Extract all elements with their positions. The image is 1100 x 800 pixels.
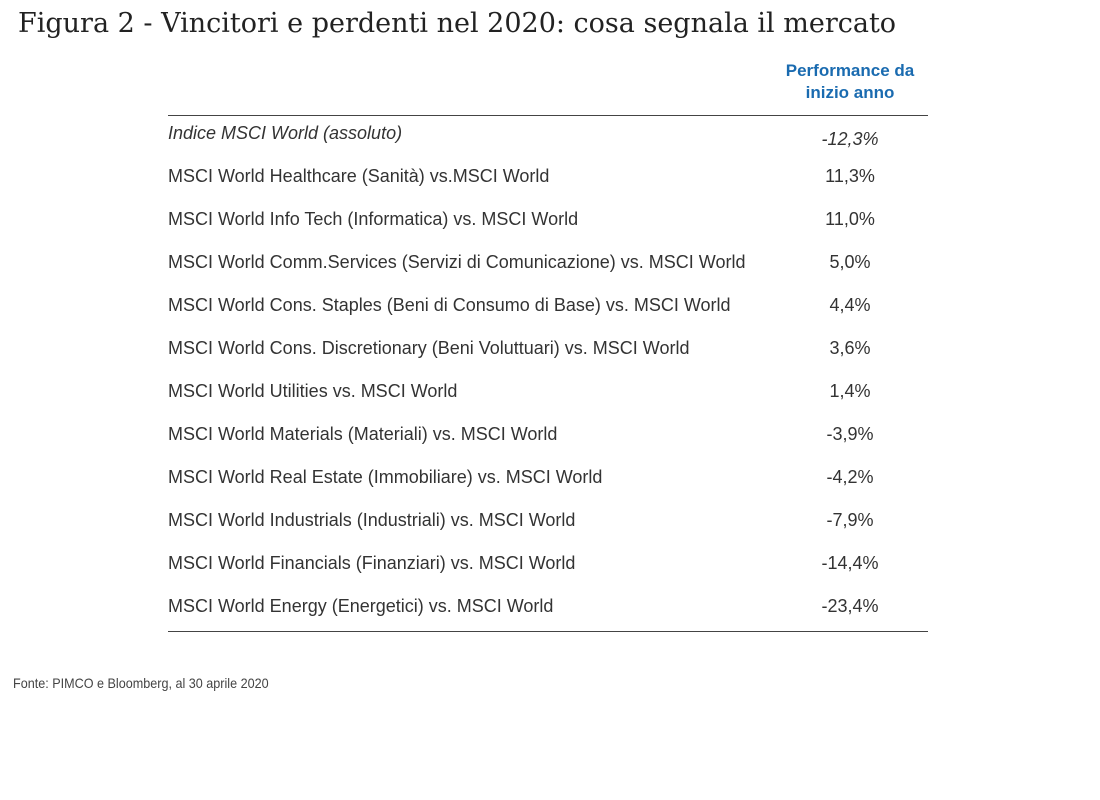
row-value: -4,2% bbox=[826, 467, 874, 487]
row-label: MSCI World Financials (Finanziari) vs. M… bbox=[168, 553, 576, 573]
row-value: 1,4% bbox=[829, 381, 871, 401]
row-value: -12,3% bbox=[821, 129, 879, 149]
row-value: 11,0% bbox=[825, 209, 875, 229]
row-value: 11,3% bbox=[825, 166, 875, 186]
figure-title: Figura 2 - Vincitori e perdenti nel 2020… bbox=[18, 8, 897, 39]
row-value: -3,9% bbox=[826, 424, 874, 444]
row-label: MSCI World Comm.Services (Servizi di Com… bbox=[168, 252, 746, 272]
row-label: MSCI World Utilities vs. MSCI World bbox=[168, 381, 458, 401]
row-value: -23,4% bbox=[821, 596, 879, 616]
row-label: MSCI World Healthcare (Sanità) vs.MSCI W… bbox=[168, 166, 550, 186]
row-label: MSCI World Energy (Energetici) vs. MSCI … bbox=[168, 596, 554, 616]
row-label: MSCI World Cons. Discretionary (Beni Vol… bbox=[168, 338, 690, 358]
row-label: Indice MSCI World (assoluto) bbox=[168, 123, 403, 143]
row-label: MSCI World Cons. Staples (Beni di Consum… bbox=[168, 295, 731, 315]
row-label: MSCI World Info Tech (Informatica) vs. M… bbox=[168, 209, 579, 229]
row-label: MSCI World Industrials (Industriali) vs.… bbox=[168, 510, 576, 530]
row-label: MSCI World Materials (Materiali) vs. MSC… bbox=[168, 424, 558, 444]
row-label: MSCI World Real Estate (Immobiliare) vs.… bbox=[168, 467, 603, 487]
bottom-rule bbox=[168, 631, 928, 632]
row-value: 3,6% bbox=[829, 338, 871, 358]
row-value: 4,4% bbox=[829, 295, 871, 315]
row-value: -7,9% bbox=[826, 510, 874, 530]
row-value: 5,0% bbox=[829, 252, 871, 272]
column-header: Performance da inizio anno bbox=[785, 61, 915, 102]
row-value: -14,4% bbox=[821, 553, 879, 573]
header-rule bbox=[168, 115, 928, 116]
source-note: Fonte: PIMCO e Bloomberg, al 30 aprile 2… bbox=[13, 675, 269, 691]
